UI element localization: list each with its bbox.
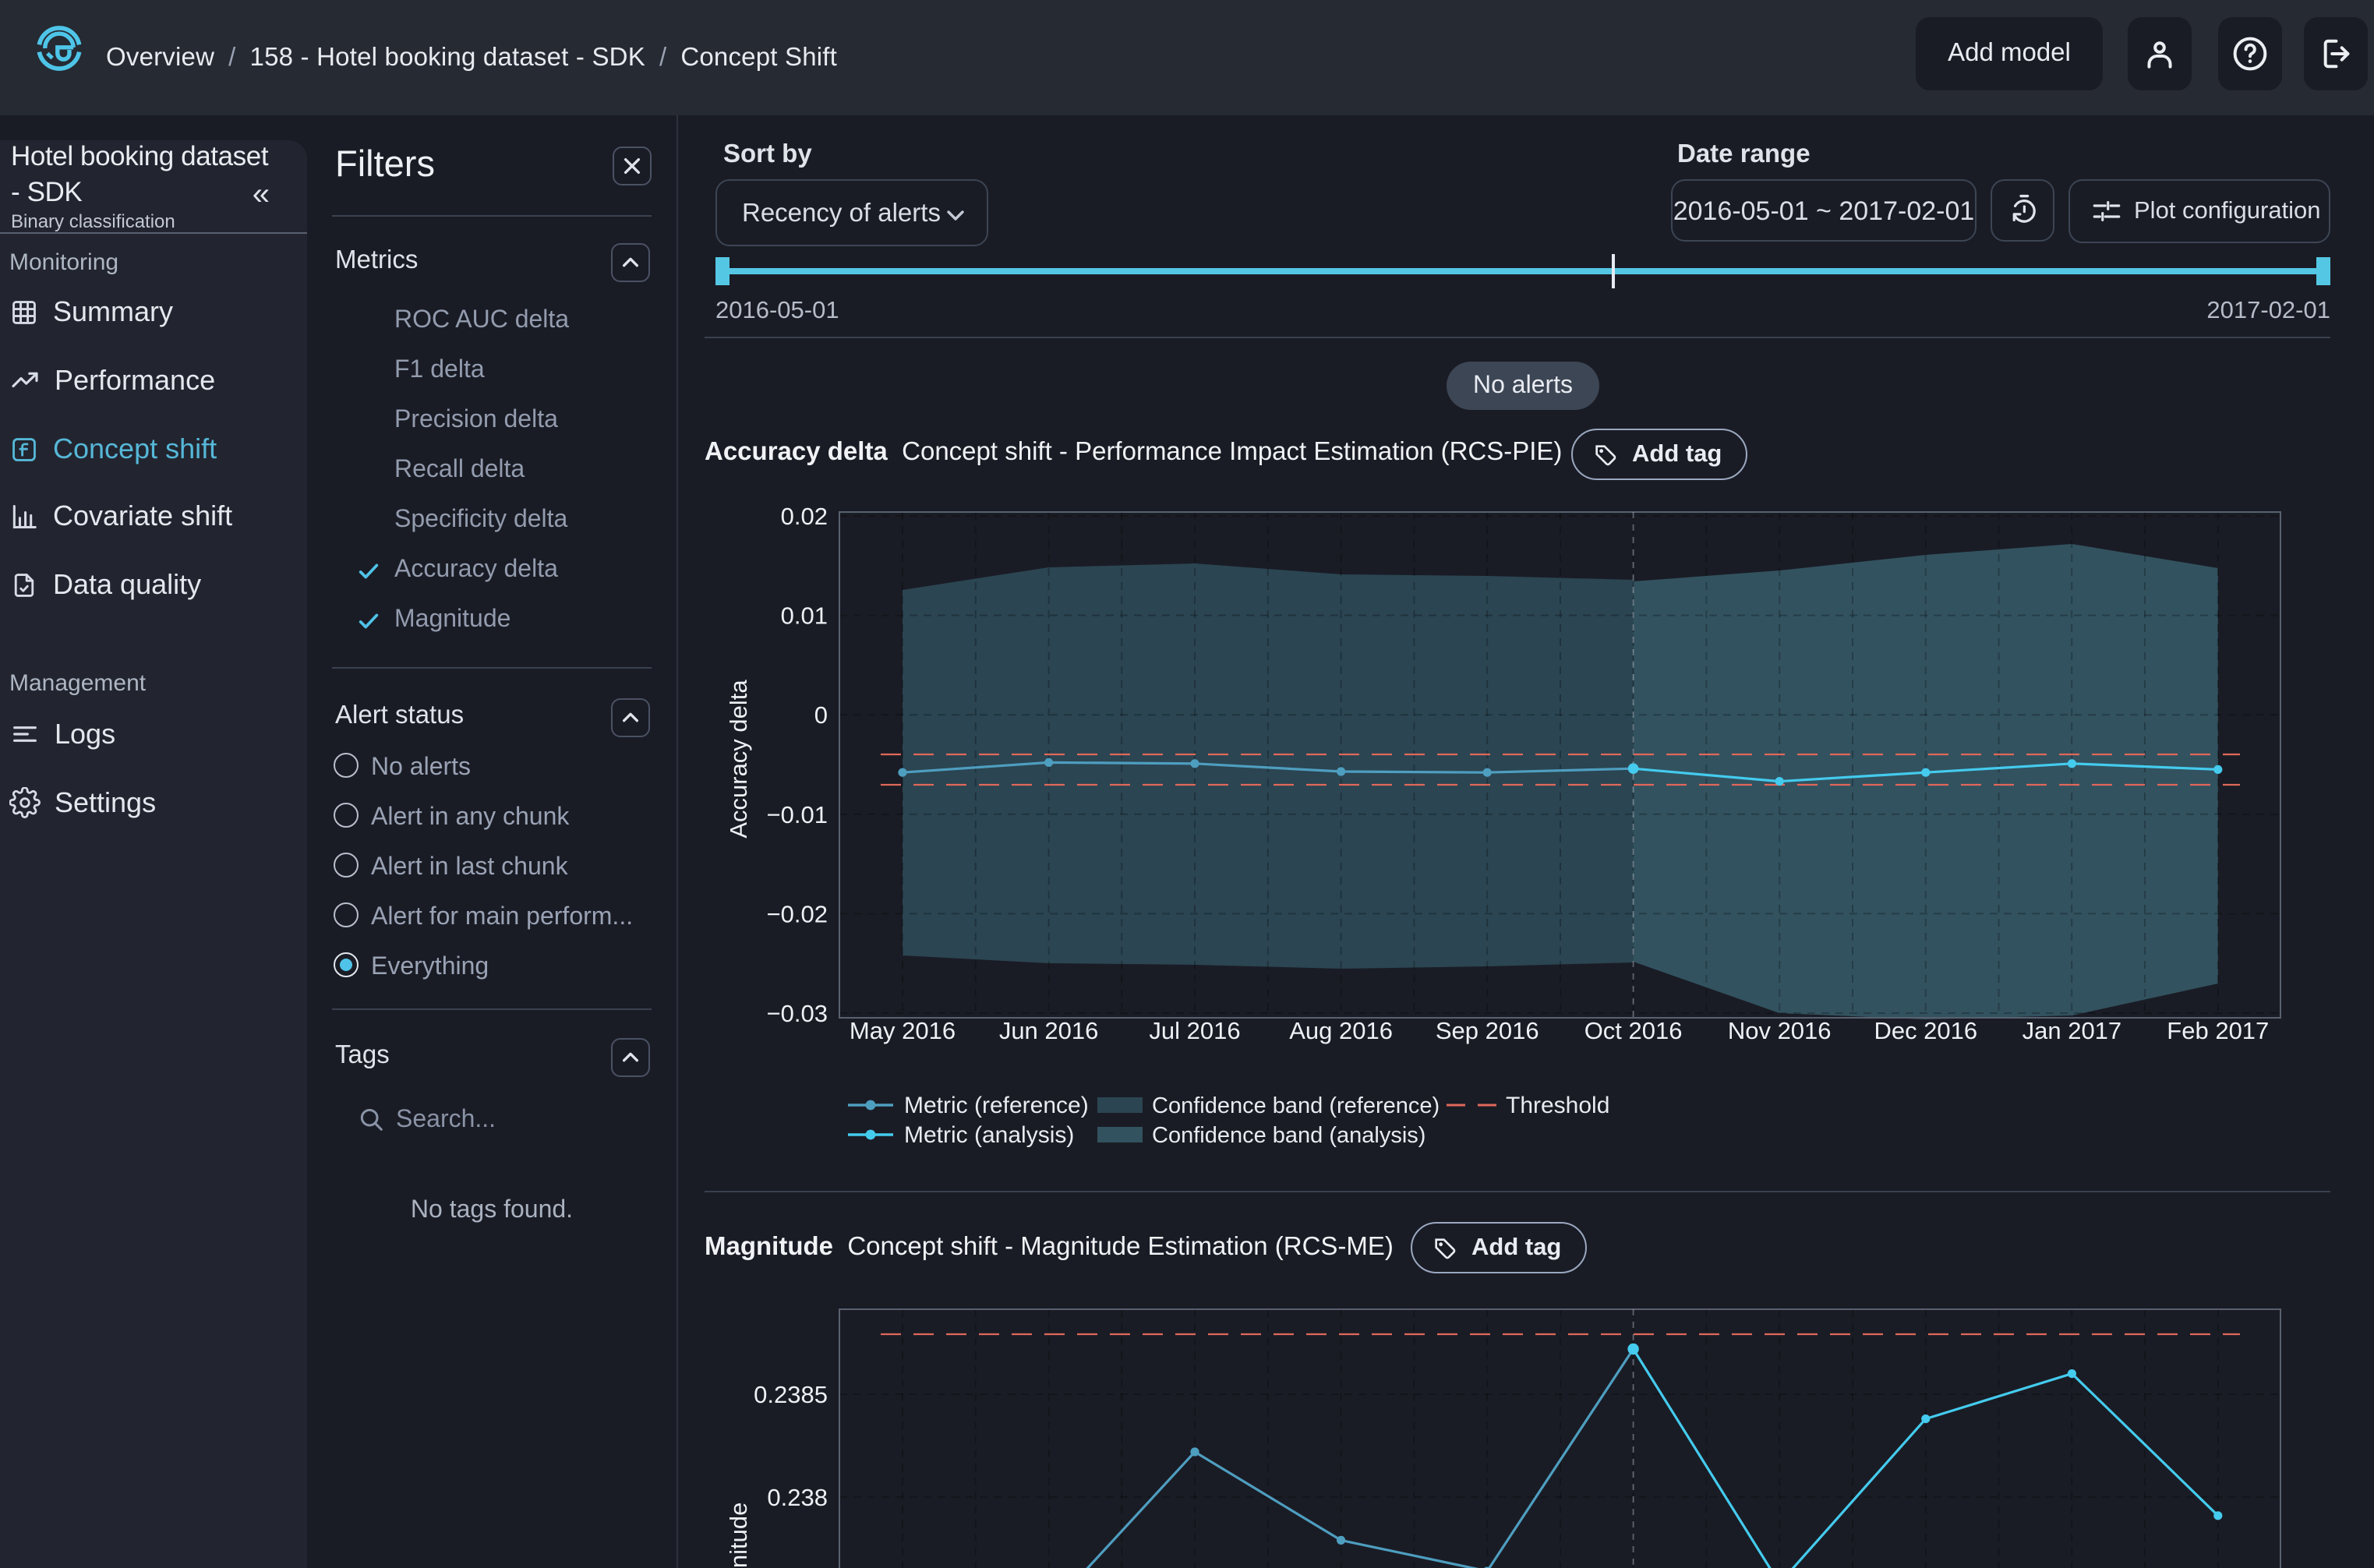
svg-text:Jun 2016: Jun 2016: [999, 1017, 1099, 1044]
svg-text:Metric (reference): Metric (reference): [904, 1093, 1089, 1118]
svg-text:Jul 2016: Jul 2016: [1149, 1017, 1240, 1044]
svg-text:Confidence band (analysis): Confidence band (analysis): [1152, 1123, 1425, 1148]
svg-text:−0.02: −0.02: [767, 900, 828, 927]
svg-text:Sep 2016: Sep 2016: [1436, 1017, 1539, 1044]
svg-text:Magnitude: Magnitude: [725, 1503, 752, 1568]
svg-text:Nov 2016: Nov 2016: [1728, 1017, 1832, 1044]
svg-text:Feb 2017: Feb 2017: [2167, 1017, 2269, 1044]
svg-text:0: 0: [814, 701, 828, 729]
svg-text:0.2385: 0.2385: [754, 1381, 828, 1408]
svg-text:−0.03: −0.03: [767, 1000, 828, 1027]
svg-text:Jan 2017: Jan 2017: [2022, 1017, 2122, 1044]
svg-text:Dec 2016: Dec 2016: [1874, 1017, 1977, 1044]
svg-text:May 2016: May 2016: [850, 1017, 956, 1044]
svg-text:Oct 2016: Oct 2016: [1584, 1017, 1683, 1044]
svg-text:0.01: 0.01: [781, 602, 828, 630]
svg-text:0.238: 0.238: [767, 1484, 828, 1511]
svg-text:Threshold: Threshold: [1506, 1093, 1609, 1118]
svg-text:−0.01: −0.01: [767, 801, 828, 828]
svg-text:0.02: 0.02: [781, 503, 828, 530]
svg-text:Confidence band (reference): Confidence band (reference): [1152, 1093, 1440, 1118]
svg-text:Aug 2016: Aug 2016: [1289, 1017, 1393, 1044]
svg-text:Metric (analysis): Metric (analysis): [904, 1122, 1074, 1148]
svg-text:Accuracy delta: Accuracy delta: [725, 680, 752, 839]
